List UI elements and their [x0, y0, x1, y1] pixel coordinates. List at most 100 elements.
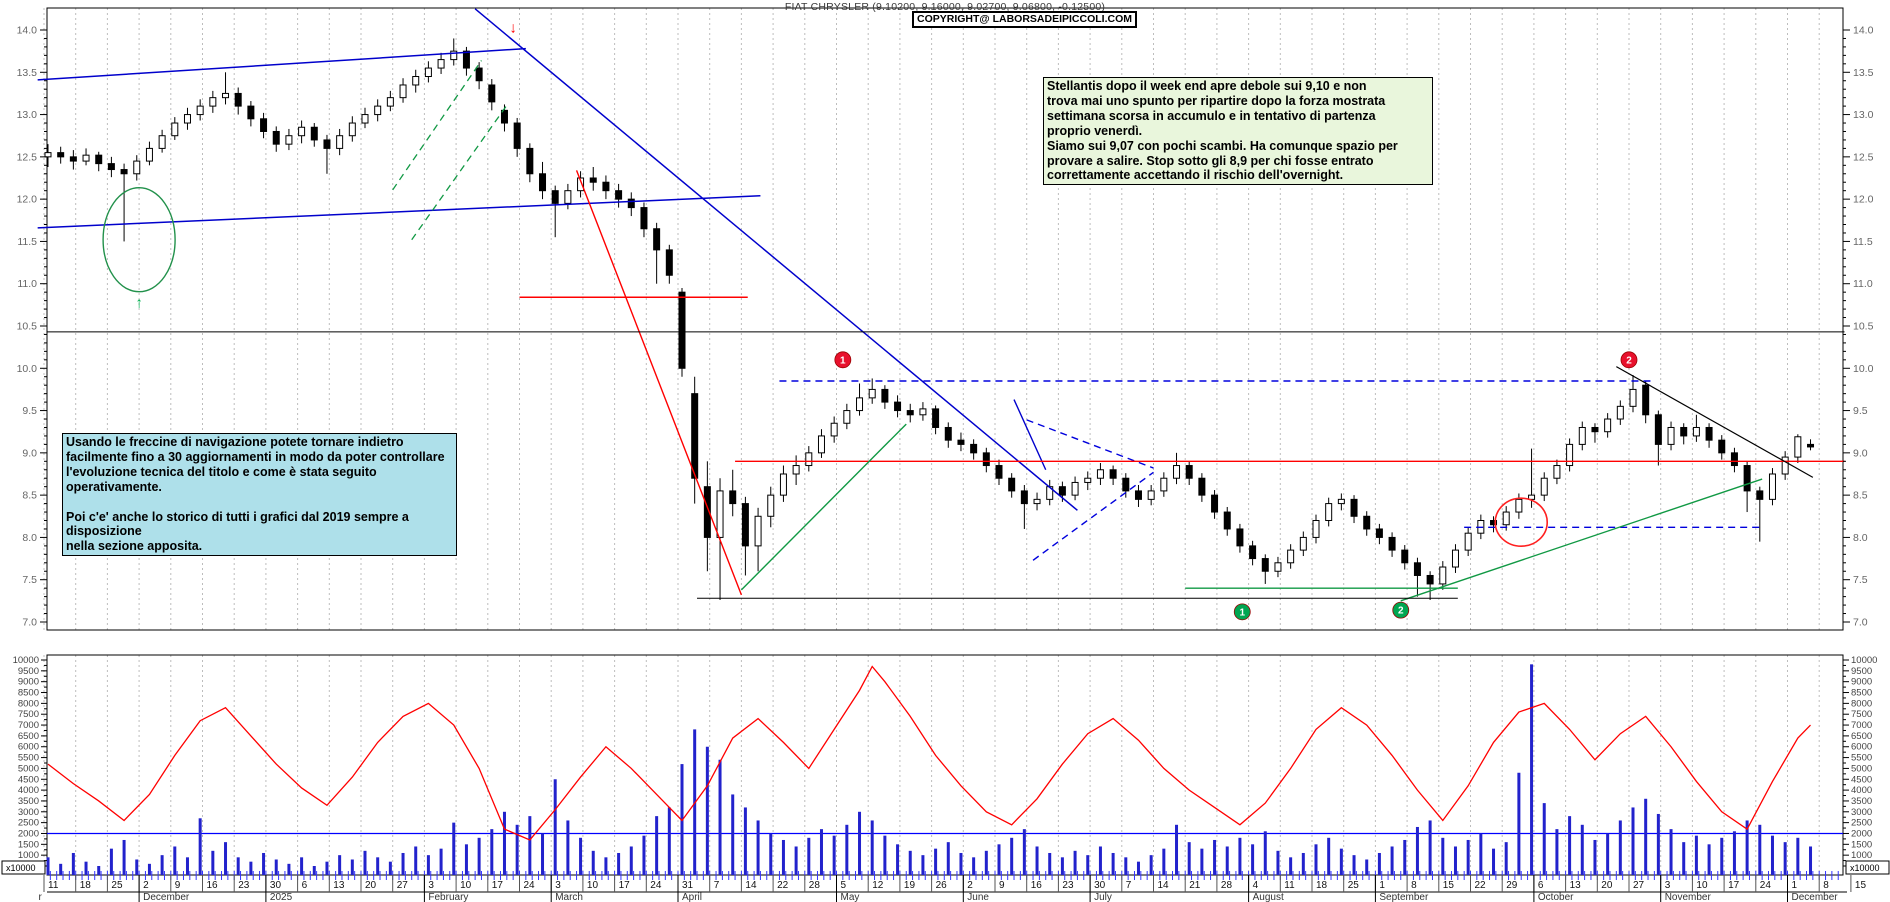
candle-body: [1667, 426, 1675, 445]
circle-highlight: [1494, 497, 1549, 547]
candle-body: [260, 118, 268, 132]
candle-body: [526, 147, 534, 175]
price-label: 13.5: [17, 67, 38, 79]
candle-body: [310, 126, 318, 141]
candle-body: [1312, 520, 1320, 538]
volume-bar: [1593, 839, 1597, 875]
number-badge: [1233, 603, 1251, 621]
volume-bar: [84, 861, 88, 875]
volume-bar: [591, 850, 595, 875]
week-label: 30: [270, 880, 282, 891]
volume-bar: [528, 816, 532, 875]
week-label: 9: [999, 880, 1005, 891]
candle-body: [158, 135, 166, 149]
volume-bar: [1403, 839, 1407, 875]
volume-label: 6500: [18, 731, 39, 742]
candle-body: [488, 84, 496, 103]
black-downtrend: [1616, 366, 1814, 478]
candle-body: [183, 114, 191, 124]
gridlines: [43, 8, 1820, 875]
badge-number: 1: [1239, 607, 1245, 618]
volume-label: 6000: [1851, 742, 1872, 753]
volume-bar: [502, 811, 506, 875]
volume-bar: [566, 820, 570, 875]
month-label: April: [682, 892, 702, 902]
candle-body: [1084, 477, 1092, 483]
volume-bar: [1301, 852, 1305, 875]
month-label: May: [841, 892, 860, 902]
candle-body: [1071, 481, 1079, 496]
volume-bar: [109, 848, 113, 875]
week-label: 17: [1728, 880, 1740, 891]
volume-bar: [1086, 855, 1090, 875]
volume-bar: [325, 861, 329, 875]
candle-body: [1490, 520, 1498, 526]
volume-bar: [1428, 820, 1432, 875]
volume-bar: [439, 848, 443, 875]
volume-bar: [1365, 859, 1369, 875]
volume-label: 7000: [1851, 720, 1872, 731]
candle-body: [957, 439, 965, 445]
number-badge: [1620, 351, 1638, 369]
volume-bar: [1682, 842, 1686, 875]
candle-body: [1350, 498, 1358, 517]
volume-bar: [300, 857, 304, 875]
week-label: 20: [1601, 880, 1613, 891]
volume-bar: [870, 820, 874, 875]
volume-pane[interactable]: [46, 654, 1844, 876]
week-label: 22: [1475, 880, 1487, 891]
volume-bar: [832, 835, 836, 875]
volume-bar: [1606, 833, 1610, 875]
price-label: 13.0: [1853, 109, 1874, 121]
candle-body: [1464, 532, 1472, 551]
volume-bar: [1783, 842, 1787, 875]
candle-body: [551, 190, 559, 204]
volume-bar: [1022, 829, 1026, 875]
volume-bar: [1048, 852, 1052, 875]
volume-bar: [236, 857, 240, 875]
candle-body: [881, 388, 889, 403]
price-label: 8.5: [22, 490, 37, 502]
candle-body: [1680, 426, 1688, 437]
price-pane[interactable]: [46, 7, 1844, 631]
month-label: November: [1665, 892, 1712, 902]
volume-bar: [604, 857, 608, 875]
volume-bar: [769, 833, 773, 875]
month-label: July: [1094, 892, 1112, 902]
volume-bar: [1618, 820, 1622, 875]
candle-body: [1147, 490, 1155, 500]
volume-label: 1500: [1851, 839, 1872, 850]
candle-body: [653, 228, 661, 251]
candle-body: [1008, 477, 1016, 492]
candle-body: [729, 490, 737, 505]
price-label: 10.5: [1853, 320, 1874, 332]
price-label: 9.0: [1853, 447, 1868, 459]
volume-label: 4500: [18, 774, 39, 785]
candle-body: [792, 465, 800, 475]
price-label: 8.5: [1853, 490, 1868, 502]
mult-left-label: x10000: [6, 863, 36, 873]
week-label: 14: [745, 880, 757, 891]
volume-bar: [1479, 833, 1483, 875]
volume-bar: [1770, 835, 1774, 875]
week-label: 26: [936, 880, 948, 891]
indicator-red-line: [47, 665, 1811, 841]
candle-body: [716, 490, 724, 538]
candle-body: [932, 408, 940, 428]
candle-body: [1591, 426, 1599, 433]
week-label: 27: [397, 880, 409, 891]
volume-bar: [1707, 844, 1711, 875]
volume-bar: [1327, 837, 1331, 875]
week-label: 10: [587, 880, 599, 891]
price-label: 12.5: [17, 151, 38, 163]
candle-body: [1363, 515, 1371, 530]
volume-bar: [147, 863, 151, 875]
week-label: 13: [333, 880, 345, 891]
volume-label: 5500: [1851, 753, 1872, 764]
volume-bar: [642, 835, 646, 875]
candle-body: [944, 426, 952, 441]
price-label: 11.0: [1853, 278, 1873, 290]
volume-label: 6000: [18, 742, 39, 753]
week-label: 25: [111, 880, 123, 891]
